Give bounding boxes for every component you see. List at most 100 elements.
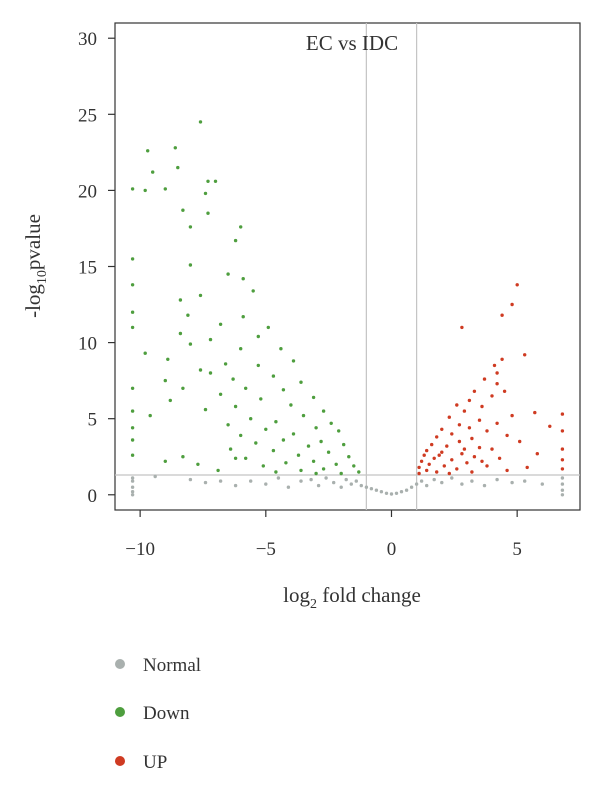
point-down-77 — [228, 447, 233, 451]
point-up-42 — [535, 452, 539, 456]
point-down-41 — [198, 368, 203, 372]
point-down-44 — [231, 377, 235, 381]
point-down-73 — [130, 438, 135, 442]
point-normal-47 — [560, 493, 565, 497]
y-tick-label-5: 25 — [78, 105, 97, 126]
point-down-24 — [130, 310, 135, 314]
x-axis-title: log2 fold change — [283, 583, 421, 612]
point-down-22 — [251, 289, 255, 293]
x-tick-label-2: 0 — [387, 539, 397, 560]
legend-swatch-normal — [115, 659, 125, 669]
point-up-62 — [525, 465, 529, 470]
point-down-18 — [226, 272, 230, 276]
point-down-68 — [291, 432, 296, 436]
point-down-96 — [130, 453, 135, 457]
point-normal-46 — [540, 482, 544, 486]
point-down-13 — [188, 225, 193, 229]
point-normal-50 — [560, 476, 565, 480]
legend-swatch-up — [115, 756, 125, 766]
point-up-49 — [465, 461, 469, 465]
point-down-59 — [130, 409, 135, 413]
point-up-43 — [422, 453, 426, 457]
point-normal-31 — [399, 490, 404, 494]
point-up-45 — [432, 456, 436, 460]
point-up-18 — [560, 412, 565, 416]
point-up-57 — [435, 470, 439, 474]
point-down-45 — [163, 378, 167, 383]
point-down-39 — [256, 363, 260, 368]
point-up-15 — [480, 404, 484, 409]
point-down-38 — [223, 362, 228, 366]
point-up-1 — [510, 302, 514, 307]
point-up-46 — [450, 458, 454, 462]
point-down-16 — [188, 263, 193, 267]
point-normal-20 — [344, 477, 348, 482]
point-down-23 — [178, 298, 183, 302]
point-down-49 — [130, 386, 135, 390]
point-normal-10 — [249, 479, 253, 483]
point-normal-14 — [299, 479, 303, 483]
point-down-5 — [206, 179, 210, 183]
point-normal-44 — [510, 480, 514, 485]
point-normal-22 — [354, 479, 358, 483]
point-normal-36 — [425, 483, 429, 488]
point-down-70 — [239, 433, 243, 438]
point-up-37 — [490, 447, 494, 451]
point-down-50 — [281, 388, 286, 392]
point-up-38 — [425, 448, 429, 453]
legend-item-up: UP — [115, 752, 167, 773]
point-up-55 — [560, 467, 565, 471]
y-tick-label-3: 15 — [78, 258, 97, 279]
point-down-100 — [314, 471, 318, 476]
point-down-26 — [186, 313, 190, 317]
point-down-25 — [241, 315, 245, 319]
point-down-11 — [181, 208, 185, 212]
point-down-8 — [143, 188, 147, 193]
point-up-56 — [425, 468, 429, 473]
point-normal-6 — [188, 477, 193, 482]
point-up-63 — [560, 458, 565, 462]
point-up-32 — [457, 439, 462, 444]
point-up-4 — [523, 353, 527, 357]
point-normal-27 — [379, 490, 384, 494]
point-normal-8 — [218, 479, 223, 483]
point-down-85 — [284, 461, 288, 465]
point-up-19 — [510, 413, 514, 418]
point-down-98 — [196, 462, 200, 466]
point-down-84 — [311, 459, 316, 463]
legend-swatch-down — [115, 707, 125, 717]
point-up-64 — [560, 429, 565, 433]
point-normal-39 — [450, 476, 454, 480]
point-up-14 — [455, 403, 459, 407]
legend-label-down: Down — [143, 703, 190, 724]
point-down-30 — [178, 331, 183, 336]
point-up-34 — [430, 442, 434, 447]
point-down-75 — [306, 444, 311, 448]
point-down-43 — [271, 374, 276, 378]
point-down-67 — [264, 427, 268, 431]
point-down-32 — [208, 337, 213, 342]
point-up-41 — [460, 452, 464, 456]
point-normal-42 — [482, 483, 487, 488]
y-tick-label-4: 20 — [78, 181, 97, 202]
point-normal-21 — [349, 482, 353, 486]
point-down-99 — [233, 456, 238, 460]
point-down-94 — [274, 470, 278, 474]
point-up-30 — [435, 435, 439, 439]
point-down-56 — [233, 404, 238, 409]
point-up-51 — [442, 464, 446, 468]
point-up-13 — [467, 398, 472, 403]
point-up-28 — [450, 432, 454, 436]
point-up-0 — [515, 283, 519, 287]
point-up-61 — [505, 468, 509, 473]
point-down-4 — [176, 165, 180, 170]
point-up-31 — [470, 436, 474, 441]
point-normal-0 — [130, 493, 135, 497]
data-points — [130, 120, 565, 497]
point-down-34 — [143, 351, 147, 355]
legend-label-normal: Normal — [143, 655, 201, 676]
point-normal-35 — [419, 479, 424, 483]
point-down-53 — [259, 397, 263, 401]
point-down-6 — [213, 179, 218, 183]
point-down-60 — [301, 413, 306, 418]
